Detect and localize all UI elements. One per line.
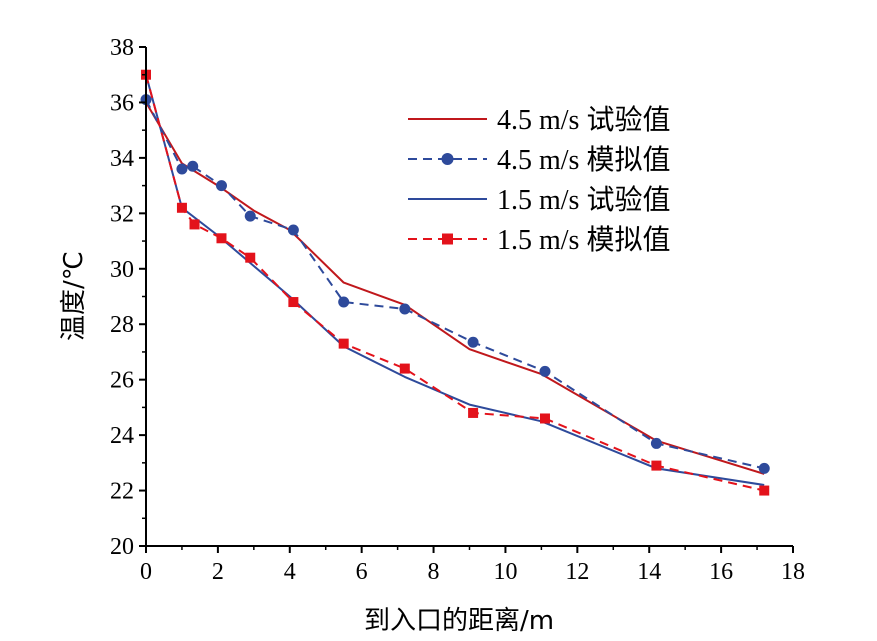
point-circle-marker (399, 303, 411, 315)
series-2 (140, 94, 770, 474)
point-circle-marker (287, 224, 299, 236)
point-circle-marker (215, 180, 227, 192)
point-circle-marker (244, 210, 256, 222)
point-circle-marker (539, 365, 551, 377)
point-square-marker (216, 233, 227, 244)
y-tick-label: 22 (110, 479, 134, 505)
point-circle-marker (758, 462, 770, 474)
point-square-marker (468, 407, 479, 418)
point-circle-marker (338, 296, 350, 308)
y-tick-label: 20 (110, 534, 134, 560)
legend-label: 4.5 m/s 模拟值 (497, 144, 670, 176)
y-tick-label: 36 (110, 90, 134, 116)
y-tick-label: 34 (110, 146, 134, 172)
x-tick-label: 10 (493, 559, 517, 585)
legend-item-2: 4.5 m/s 模拟值 (408, 144, 670, 176)
point-square-marker (759, 485, 770, 496)
x-tick-label: 0 (140, 559, 152, 585)
legend-label: 1.5 m/s 试验值 (497, 184, 670, 216)
x-tick-label: 14 (637, 559, 661, 585)
y-tick-label: 30 (110, 257, 134, 283)
point-square-marker (176, 202, 187, 213)
series-line (145, 74, 765, 486)
point-square-marker (399, 363, 410, 374)
series-line (145, 74, 765, 492)
point-circle-marker (441, 153, 454, 165)
point-square-marker (338, 338, 349, 349)
series-layer (140, 69, 770, 496)
y-tick-label: 28 (110, 312, 134, 338)
x-tick-label: 18 (781, 559, 805, 585)
x-axis-title: 到入口的距离/m (364, 606, 554, 636)
point-square-marker (539, 413, 550, 424)
point-square-marker (189, 219, 200, 230)
x-tick-label: 12 (565, 559, 589, 585)
point-square-marker (288, 297, 299, 308)
series-3 (145, 74, 765, 486)
y-axis-title: 温度/℃ (59, 251, 89, 341)
series-4 (141, 69, 770, 496)
legend: 4.5 m/s 试验值 4.5 m/s 模拟值 1.5 m/s 试验值 1.5 m/s… (408, 104, 670, 256)
legend-item-3: 1.5 m/s 试验值 (408, 184, 670, 216)
point-square-marker (245, 252, 256, 263)
x-tick-label: 4 (284, 559, 296, 585)
point-circle-marker (467, 336, 479, 348)
y-tick-label: 26 (110, 368, 134, 394)
point-circle-marker (176, 163, 188, 175)
legend-label: 1.5 m/s 模拟值 (497, 224, 670, 256)
point-square-marker (651, 460, 662, 471)
x-tick-label: 6 (356, 559, 368, 585)
point-circle-marker (187, 160, 199, 172)
point-square-marker (442, 233, 453, 245)
y-tick-label: 38 (110, 35, 134, 61)
series-line (145, 101, 765, 475)
y-tick-label: 24 (110, 423, 134, 449)
series-line (145, 99, 765, 470)
x-tick-label: 8 (428, 559, 440, 585)
y-tick-label: 32 (110, 201, 134, 227)
legend-item-1: 4.5 m/s 试验值 (408, 104, 670, 136)
x-tick-label: 16 (709, 559, 733, 585)
point-circle-marker (650, 437, 662, 449)
series-1 (145, 101, 765, 475)
legend-label: 4.5 m/s 试验值 (497, 104, 670, 136)
x-tick-label: 2 (212, 559, 224, 585)
legend-item-4: 1.5 m/s 模拟值 (408, 224, 670, 256)
